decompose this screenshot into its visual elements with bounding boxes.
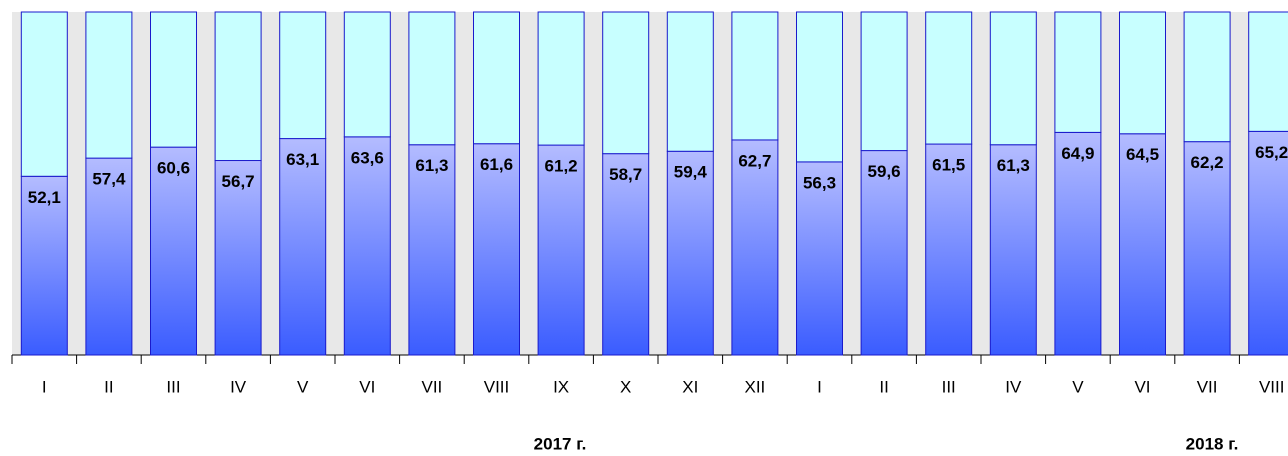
- x-tick-label: VIII: [484, 377, 510, 396]
- value-label: 57,4: [92, 170, 126, 189]
- x-tick-label: VII: [1197, 377, 1218, 396]
- value-label: 63,6: [351, 148, 384, 167]
- bar-segment: [20, 175, 68, 356]
- value-label: 61,6: [480, 155, 513, 174]
- bar-segment: [989, 11, 1037, 146]
- bar-segment: [602, 11, 650, 155]
- value-label: 52,1: [28, 188, 61, 207]
- value-label: 61,5: [932, 156, 965, 175]
- x-tick-label: I: [42, 377, 47, 396]
- bar-segment: [20, 11, 68, 177]
- bar-segment: [408, 11, 456, 146]
- value-label: 60,6: [157, 159, 190, 178]
- value-label: 61,3: [997, 156, 1030, 175]
- bar-segment: [1119, 133, 1166, 356]
- bar-segment: [85, 11, 133, 159]
- bar-segment: [537, 11, 585, 146]
- x-tick-label: IV: [1005, 377, 1022, 396]
- year-label: 2017 г.: [534, 434, 587, 453]
- bar-segment: [1054, 11, 1102, 133]
- x-tick-label: V: [1072, 377, 1084, 396]
- bar-segment: [731, 139, 779, 356]
- value-label: 64,5: [1126, 145, 1159, 164]
- bar-segment: [150, 146, 197, 356]
- x-tick-label: VIII: [1259, 377, 1285, 396]
- x-tick-label: V: [297, 377, 309, 396]
- bar-segment: [1183, 141, 1231, 356]
- bar-segment: [343, 11, 391, 138]
- bar-segment: [666, 150, 714, 356]
- value-label: 59,6: [868, 162, 901, 181]
- x-tick-label: III: [942, 377, 956, 396]
- bar-segment: [1248, 130, 1288, 356]
- bar-segment: [1248, 11, 1288, 132]
- x-tick-label: III: [166, 377, 180, 396]
- x-tick-label: VII: [422, 377, 443, 396]
- value-label: 64,9: [1061, 144, 1094, 163]
- bar-segment: [1119, 11, 1166, 135]
- bar-segment: [408, 144, 456, 356]
- bar-segment: [860, 11, 908, 152]
- bar-segment: [279, 138, 327, 356]
- bar-segment: [214, 11, 262, 162]
- x-tick-label: II: [104, 377, 113, 396]
- x-tick-label: XII: [745, 377, 766, 396]
- value-label: 58,7: [609, 165, 642, 184]
- bar-segment: [537, 144, 585, 356]
- bar-segment: [150, 11, 197, 148]
- bar-segment: [473, 143, 520, 356]
- bar-segment: [473, 11, 520, 145]
- bar-segment: [796, 11, 843, 163]
- x-tick-label: XI: [682, 377, 698, 396]
- bar-segment: [796, 161, 843, 356]
- x-tick-label: IV: [230, 377, 247, 396]
- x-tick-label: VI: [1134, 377, 1150, 396]
- bar-segment: [860, 150, 908, 356]
- value-label: 65,2: [1255, 143, 1288, 162]
- bar-segment: [602, 153, 650, 356]
- bar-segment: [85, 157, 133, 356]
- bar-segment: [1054, 131, 1102, 356]
- bar-segment: [925, 11, 973, 145]
- bar-segment: [279, 11, 327, 140]
- x-tick-label: VI: [359, 377, 375, 396]
- bar-segment: [925, 143, 973, 356]
- value-label: 56,3: [803, 173, 836, 192]
- bar-segment: [343, 136, 391, 356]
- bar-segment: [666, 11, 714, 152]
- value-label: 59,4: [674, 163, 708, 182]
- x-tick-label: IX: [553, 377, 569, 396]
- x-tick-label: X: [620, 377, 631, 396]
- value-label: 56,7: [222, 172, 255, 191]
- value-label: 61,3: [415, 156, 448, 175]
- bar-segment: [1183, 11, 1231, 143]
- bar-segment: [989, 144, 1037, 356]
- bar-segment: [731, 11, 779, 141]
- value-label: 63,1: [286, 150, 319, 169]
- value-label: 62,7: [738, 151, 771, 170]
- value-label: 61,2: [545, 157, 578, 176]
- value-label: 62,2: [1191, 153, 1224, 172]
- x-tick-label: II: [879, 377, 888, 396]
- x-tick-label: I: [817, 377, 822, 396]
- year-label: 2018 г.: [1186, 434, 1239, 453]
- bar-segment: [214, 160, 262, 356]
